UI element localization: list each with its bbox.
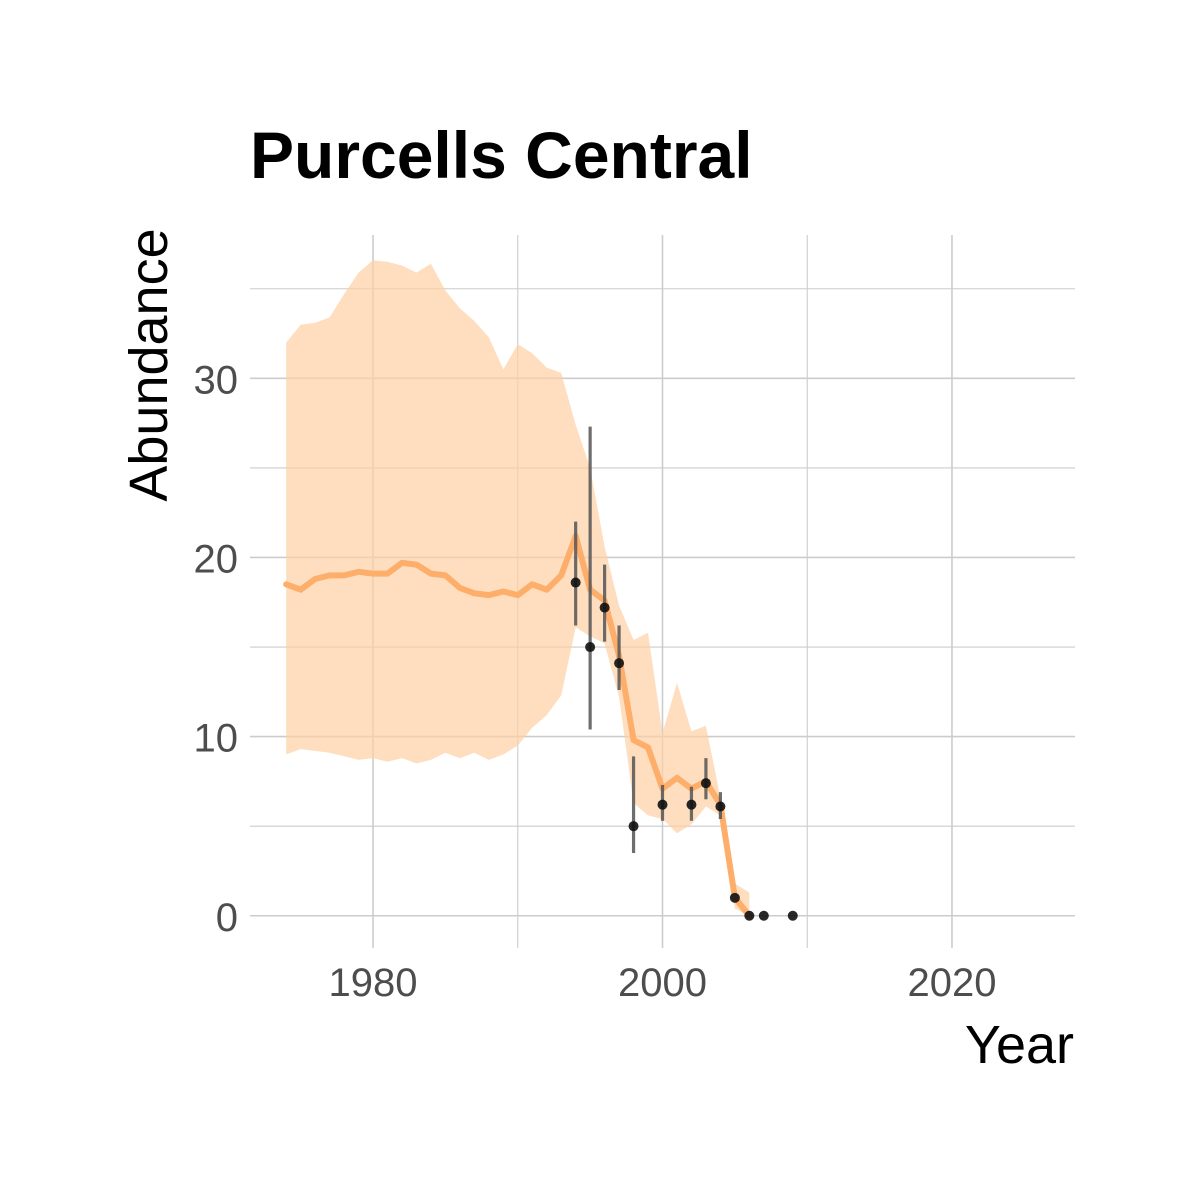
data-point xyxy=(744,910,755,921)
confidence-ribbon xyxy=(286,260,750,916)
trend-line xyxy=(283,533,753,919)
data-point xyxy=(686,799,697,810)
x-tick-label: 2000 xyxy=(618,961,707,1005)
y-axis-title: Abundance xyxy=(119,228,179,501)
x-tick-label: 1980 xyxy=(329,961,418,1005)
data-point xyxy=(628,821,639,832)
data-point xyxy=(715,801,726,812)
y-tick-label: 10 xyxy=(194,717,239,761)
y-tick-label: 20 xyxy=(194,537,239,581)
data-point xyxy=(614,658,625,669)
trend-line-layer xyxy=(283,533,753,919)
y-tick-label: 30 xyxy=(194,358,239,402)
data-point xyxy=(700,778,711,789)
data-point xyxy=(729,892,740,903)
confidence-ribbon-layer xyxy=(286,260,750,916)
y-axis-ticks: 0 10 20 30 xyxy=(194,358,239,939)
x-axis-ticks: 1980 2000 2020 xyxy=(329,961,997,1005)
data-point xyxy=(758,910,769,921)
x-axis-title: Year xyxy=(965,1015,1074,1075)
data-point xyxy=(585,642,596,653)
observation-points-layer xyxy=(570,577,798,921)
x-tick-label: 2020 xyxy=(907,961,996,1005)
data-point xyxy=(570,577,581,588)
data-point xyxy=(657,799,668,810)
y-tick-label: 0 xyxy=(216,896,238,940)
chart-title: Purcells Central xyxy=(250,118,753,192)
data-point xyxy=(787,910,798,921)
data-point xyxy=(599,602,610,613)
